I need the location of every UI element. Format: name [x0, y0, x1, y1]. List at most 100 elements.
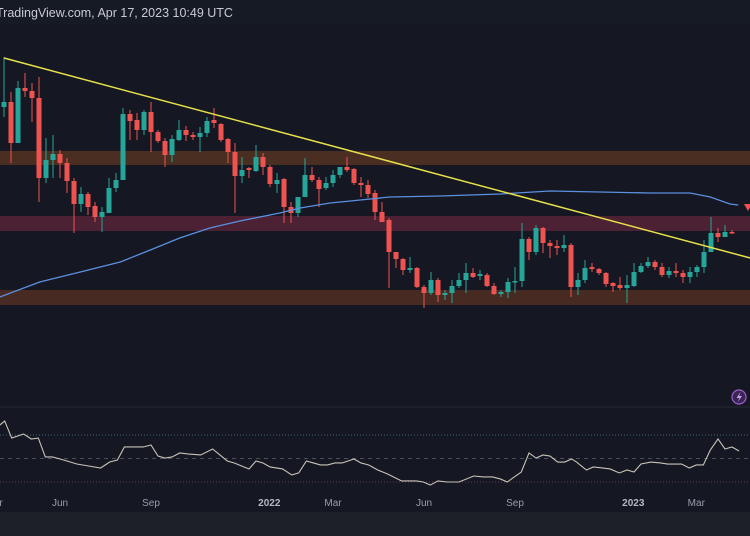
candle — [155, 130, 161, 143]
candle-body — [610, 283, 616, 286]
candle — [43, 138, 49, 183]
candle-body — [365, 185, 371, 194]
candle-body — [344, 167, 350, 170]
candle-body — [309, 175, 315, 180]
candle-body — [526, 239, 532, 252]
candle — [729, 230, 735, 234]
bottom-toolbar-area — [0, 512, 750, 536]
candle — [113, 173, 119, 192]
candle-body — [22, 88, 28, 91]
candle-body — [498, 292, 504, 294]
candle — [29, 83, 35, 122]
candle — [673, 263, 679, 277]
candle-body — [540, 228, 546, 243]
chart-header: TradingView.com, Apr 17, 2023 10:49 UTC — [0, 0, 750, 24]
candle-body — [92, 206, 98, 217]
candle-body — [617, 285, 623, 288]
candle-body — [652, 262, 658, 267]
candle-body — [428, 280, 434, 293]
candle — [148, 102, 154, 152]
candle — [484, 273, 490, 287]
candle — [421, 285, 427, 308]
candle — [561, 235, 567, 252]
candle — [491, 283, 497, 295]
candle — [169, 135, 175, 162]
candle-body — [638, 266, 644, 272]
zone-1 — [0, 216, 750, 231]
candle-body — [155, 132, 161, 141]
candle-body — [78, 194, 84, 204]
candlesticks — [1, 57, 735, 308]
rsi-line — [0, 420, 740, 486]
rsi-levels — [0, 434, 750, 483]
candle-body — [400, 259, 406, 270]
candle-body — [204, 121, 210, 133]
candle-body — [267, 167, 273, 184]
candle-body — [505, 282, 511, 292]
candle-body — [624, 285, 630, 288]
descending-trendline[interactable] — [3, 57, 750, 259]
candle-body — [708, 233, 714, 252]
candle — [330, 170, 336, 187]
candle — [127, 110, 133, 140]
candle-body — [71, 181, 77, 204]
candle — [99, 207, 105, 232]
candle — [274, 173, 280, 193]
candle — [393, 252, 399, 268]
candle — [232, 143, 238, 213]
candle-body — [50, 154, 56, 160]
candle — [652, 260, 658, 270]
candle-body — [533, 228, 539, 252]
x-tick-label: 2023 — [622, 498, 645, 509]
candle — [295, 197, 301, 217]
candle — [344, 157, 350, 172]
candle — [638, 263, 644, 273]
candle-body — [337, 167, 343, 175]
candle-body — [435, 280, 441, 295]
candle-body — [694, 267, 700, 272]
candle — [106, 178, 112, 213]
candle-body — [148, 112, 154, 132]
candle — [246, 167, 252, 178]
candle — [442, 290, 448, 300]
candle — [589, 263, 595, 272]
candle-body — [645, 262, 651, 266]
candle — [22, 73, 28, 97]
candle — [50, 135, 56, 178]
candle — [92, 202, 98, 222]
candle-body — [120, 114, 126, 180]
candle — [407, 257, 413, 273]
candle-body — [358, 183, 364, 185]
candle — [302, 158, 308, 197]
candle — [498, 290, 504, 297]
candle — [722, 225, 728, 237]
candle-body — [36, 98, 42, 178]
candle — [190, 132, 196, 140]
candle-body — [8, 102, 14, 143]
candle-body — [393, 252, 399, 259]
candle — [183, 126, 189, 141]
moving-average-line — [0, 190, 739, 298]
candle-body — [225, 139, 231, 152]
candle — [400, 258, 406, 275]
candle-body — [316, 180, 322, 189]
x-tick-label: Mar — [688, 498, 706, 509]
candle — [281, 178, 287, 223]
candle — [379, 202, 385, 222]
candle — [323, 177, 329, 190]
candle — [610, 282, 616, 292]
candle-body — [687, 272, 693, 277]
candle-body — [680, 273, 686, 277]
candle — [526, 237, 532, 260]
candle — [428, 272, 434, 295]
candle — [309, 167, 315, 182]
candle — [435, 278, 441, 302]
time-axis[interactable]: Apr Jun Sep 2022 Mar Jun Sep 2023 Mar — [0, 498, 706, 509]
candle — [134, 113, 140, 140]
lightning-bolt-icon[interactable] — [731, 389, 747, 405]
candle — [337, 167, 343, 178]
candle-body — [372, 193, 378, 212]
candle-body — [351, 169, 357, 183]
candle-body — [260, 157, 266, 167]
